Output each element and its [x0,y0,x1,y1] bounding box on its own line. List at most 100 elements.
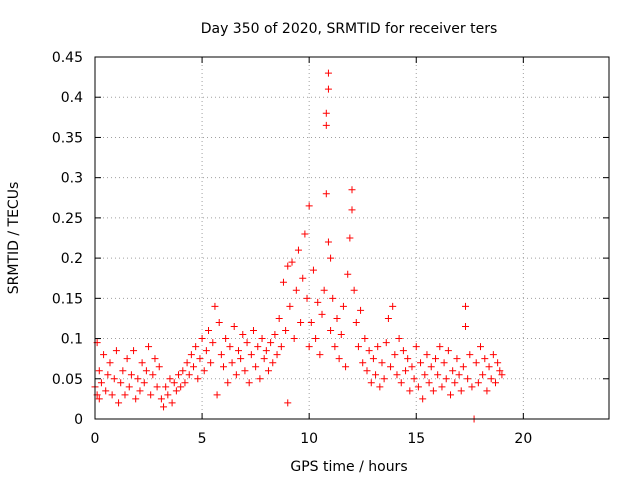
data-point-marker [110,375,118,383]
data-point-marker [324,238,332,246]
data-point-marker [324,85,332,93]
data-point-marker [434,371,442,379]
data-point-marker [429,387,437,395]
data-point-marker [243,339,251,347]
data-point-marker [247,351,255,359]
y-tick-label: 0 [74,412,83,428]
data-point-marker [387,363,395,371]
data-point-marker [374,343,382,351]
data-point-marker [391,351,399,359]
data-point-marker [138,359,146,367]
data-point-marker [157,395,165,403]
data-point-marker [348,186,356,194]
data-point-marker [230,322,238,330]
data-point-marker [324,69,332,77]
data-point-marker [106,359,114,367]
data-point-marker [483,387,491,395]
data-point-marker [451,379,459,387]
data-point-marker [183,359,191,367]
data-point-marker [294,246,302,254]
data-point-marker [252,363,260,371]
data-point-marker [472,359,480,367]
x-axis-ticks: 0 5 10 15 20 [91,57,532,447]
data-point-marker [254,343,262,351]
data-point-marker [382,339,390,347]
data-point-marker [207,359,215,367]
data-point-marker [95,395,103,403]
data-points [91,69,506,423]
data-point-marker [132,395,140,403]
data-point-marker [187,351,195,359]
data-point-marker [202,347,210,355]
data-point-marker [181,379,189,387]
data-point-marker [335,355,343,363]
data-point-marker [389,302,397,310]
data-point-marker [237,355,245,363]
data-point-marker [256,375,264,383]
data-point-marker [438,383,446,391]
data-point-marker [121,391,129,399]
data-point-marker [115,399,123,407]
data-point-marker [417,359,425,367]
data-point-marker [318,310,326,318]
data-point-marker [376,383,384,391]
x-tick-label: 0 [91,431,100,447]
data-point-marker [397,379,405,387]
data-point-marker [239,331,247,339]
data-point-marker [337,331,345,339]
data-point-marker [327,254,335,262]
data-point-marker [432,355,440,363]
x-tick-label: 20 [514,431,532,447]
data-point-marker [444,347,452,355]
y-tick-label: 0.4 [61,90,83,106]
data-point-marker [127,371,135,379]
data-point-marker [241,367,249,375]
y-tick-label: 0.3 [61,171,83,187]
data-point-marker [200,367,208,375]
data-point-marker [175,371,183,379]
data-point-marker [322,109,330,117]
data-point-marker [384,314,392,322]
data-point-marker [258,335,266,343]
x-tick-label: 5 [198,431,207,447]
data-point-marker [134,375,142,383]
data-point-marker [331,343,339,351]
data-point-marker [412,343,420,351]
data-point-marker [140,379,148,387]
data-point-marker [220,363,227,371]
data-point-marker [408,363,416,371]
data-point-marker [198,335,206,343]
data-point-marker [166,375,174,383]
data-point-marker [102,387,110,395]
data-point-marker [346,234,354,242]
data-point-marker [117,379,125,387]
x-tick-label: 10 [300,431,318,447]
data-point-marker [365,347,373,355]
x-axis-label: GPS time / hours [290,459,407,475]
data-point-marker [260,355,268,363]
data-point-marker [307,318,315,326]
data-point-marker [462,302,470,310]
data-point-marker [226,343,234,351]
data-point-marker [494,359,502,367]
data-point-marker [462,322,470,330]
data-point-marker [305,202,313,210]
plot-frame [94,56,610,420]
data-point-marker [234,347,242,355]
data-point-marker [130,347,138,355]
data-point-marker [474,379,482,387]
data-point-marker [224,379,232,387]
data-point-marker [419,395,427,403]
data-point-marker [359,359,367,367]
data-point-marker [301,230,309,238]
y-tick-label: 0.2 [61,251,83,267]
data-point-marker [228,359,236,367]
data-point-marker [393,371,401,379]
data-point-marker [477,343,484,351]
data-point-marker [196,355,204,363]
data-point-marker [123,355,131,363]
data-point-marker [172,387,180,395]
data-point-marker [348,206,356,214]
data-point-marker [342,363,350,371]
data-point-marker [215,318,223,326]
